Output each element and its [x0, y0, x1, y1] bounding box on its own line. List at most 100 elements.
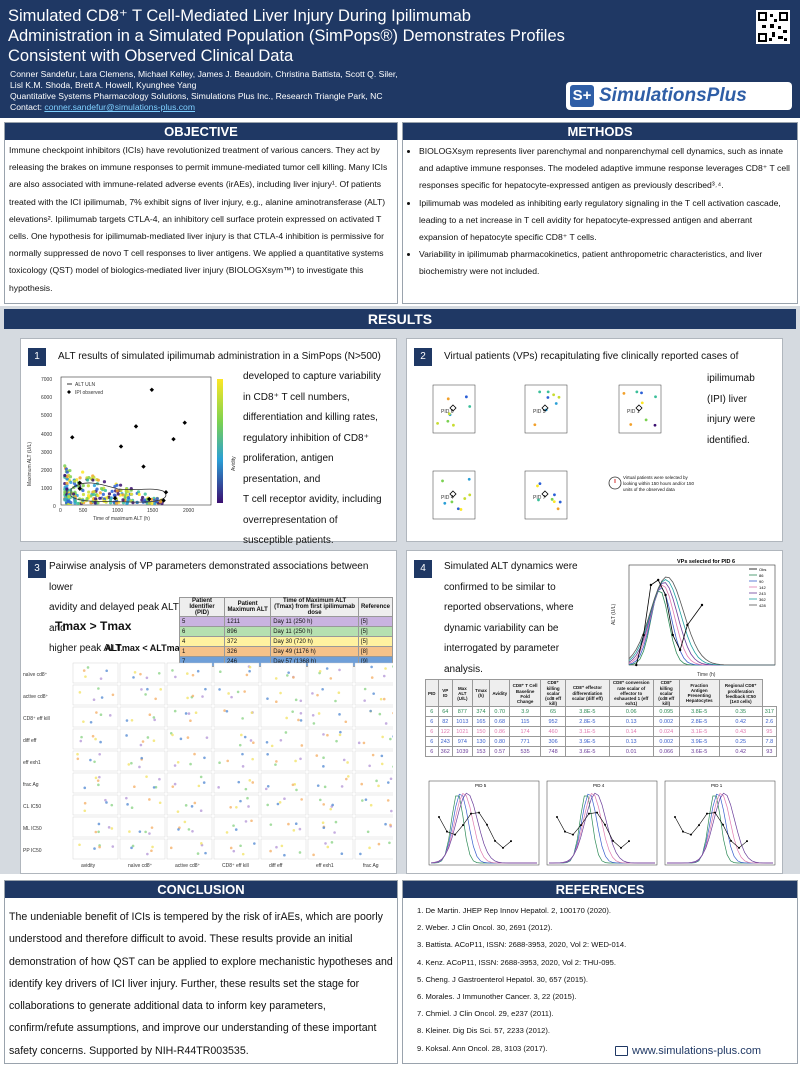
vp-point [321, 687, 324, 691]
vp-point [105, 801, 108, 804]
vp-selection-note: Virtual patients were selected by lookin… [623, 475, 695, 492]
vp-point [141, 740, 145, 743]
result-panel-1: 1 ALT results of simulated ipilimumab ad… [20, 338, 397, 546]
vp-point [315, 754, 319, 757]
vp-point [346, 775, 350, 778]
vp-point [202, 781, 206, 784]
vp-point [140, 688, 143, 691]
panel-number: 4 [414, 560, 432, 578]
vp-point [368, 846, 371, 850]
vp-point [338, 668, 341, 672]
vp-point [95, 711, 98, 714]
vp-point [459, 508, 463, 511]
vp-point [232, 824, 235, 827]
vp-point [227, 692, 230, 695]
vp-point [369, 803, 373, 807]
vp-point [107, 826, 111, 829]
y-axis-label: Maximum ALT (U/L) [27, 442, 33, 486]
methods-list: BIOLOGXsym represents liver parenchymal … [403, 143, 797, 281]
vp-point [346, 761, 349, 764]
vp-point [322, 756, 325, 760]
vp-point [250, 819, 253, 823]
contact: Contact: conner.sandefur@simulations-plu… [10, 102, 195, 112]
vp-point [312, 853, 315, 857]
contact-email-link[interactable]: conner.sandefur@simulations-plus.com [44, 102, 195, 112]
svg-text:1000: 1000 [112, 508, 123, 514]
vp-point [363, 687, 367, 691]
svg-text:PID 7: PID 7 [533, 495, 546, 501]
vp-point [82, 669, 86, 672]
vp-point [205, 736, 209, 739]
vp-point [76, 501, 80, 506]
observed-point [541, 490, 549, 498]
vp-point [298, 851, 302, 854]
vp-point [382, 674, 386, 678]
vp-point [136, 490, 141, 494]
vp-point [329, 677, 333, 680]
conclusion-text: The undeniable benefit of ICIs is temper… [9, 911, 393, 1057]
vp-point [108, 498, 113, 502]
vp-point [323, 785, 327, 789]
vp-point [105, 669, 108, 673]
reference-item: 9. Koksal. Ann Oncol. 28, 3103 (2017). [417, 1043, 548, 1053]
vp-point [322, 826, 326, 829]
logo-name: SimulationsPlus [599, 85, 747, 106]
vp-point [622, 392, 626, 395]
vp-point [316, 784, 320, 787]
colorbar-label: Avidity [231, 456, 237, 471]
vp-point [436, 421, 439, 425]
vp-mini-plots: PID 6 PID 5 PID 1 PID 4 PID 7 Virtual pa… [432, 384, 695, 520]
website-link[interactable]: www.simulations-plus.com [615, 1045, 761, 1057]
observed-point [449, 404, 457, 412]
vp-point [99, 740, 102, 744]
vp-point [63, 497, 67, 501]
vp-point [107, 492, 112, 496]
vp-point [232, 849, 236, 853]
vp-point [377, 784, 380, 788]
vp-point [275, 700, 278, 704]
vp-point [329, 807, 332, 811]
vp-point [69, 480, 73, 484]
observed-point [163, 490, 169, 495]
vp-point [65, 481, 69, 485]
table-row: 5 1211 Day 11 (250 h) [5] [178, 616, 394, 627]
mini-plot-title: PID 5 [475, 783, 487, 788]
vp-point [184, 712, 188, 715]
authors-line2: Lisl K.M. Shoda, Brett A. Howell, Kyungh… [10, 80, 197, 90]
vp-point [93, 760, 96, 764]
qr-code-icon[interactable] [756, 10, 790, 44]
clock-icon [608, 476, 622, 490]
reference-item: 4. Kenz. ACoP11, ISSN: 2688-3953, 2020, … [417, 957, 616, 967]
svg-text:1000: 1000 [41, 486, 52, 492]
vp-point [344, 720, 348, 724]
vp-point [98, 775, 101, 779]
vp-point [92, 483, 97, 488]
results-heading: RESULTS [4, 309, 796, 329]
vp-point [248, 779, 252, 782]
pid-mini-plots: PID 5 PID 4 PID 1 [428, 780, 776, 866]
vp-point [153, 718, 156, 722]
vp-point [339, 730, 342, 734]
vp-point [98, 491, 102, 495]
row-label: naïve cd8⁺ [23, 672, 48, 678]
reference-item: 6. Morales. J Immunother Cancer. 3, 22 (… [417, 992, 577, 1002]
poster-title: Simulated CD8⁺ T Cell-Mediated Liver Inj… [8, 7, 565, 65]
vp-point [138, 830, 142, 833]
col-label: eff exh1 [316, 863, 334, 869]
vp-point [279, 738, 283, 742]
vp-point [629, 423, 633, 426]
vp-point [297, 718, 300, 722]
vp-point [450, 500, 454, 504]
vp-point [148, 713, 152, 717]
vp-point [140, 756, 144, 760]
vp-point [86, 666, 90, 669]
vp-point [118, 483, 123, 487]
vp-point [146, 687, 149, 691]
svg-text:1500: 1500 [147, 508, 158, 514]
vp-point [274, 677, 278, 680]
vp-point [236, 690, 240, 694]
vp-point [97, 830, 100, 834]
vp-point [152, 716, 156, 719]
observed-series-line [635, 579, 703, 666]
observed-point [141, 464, 146, 469]
